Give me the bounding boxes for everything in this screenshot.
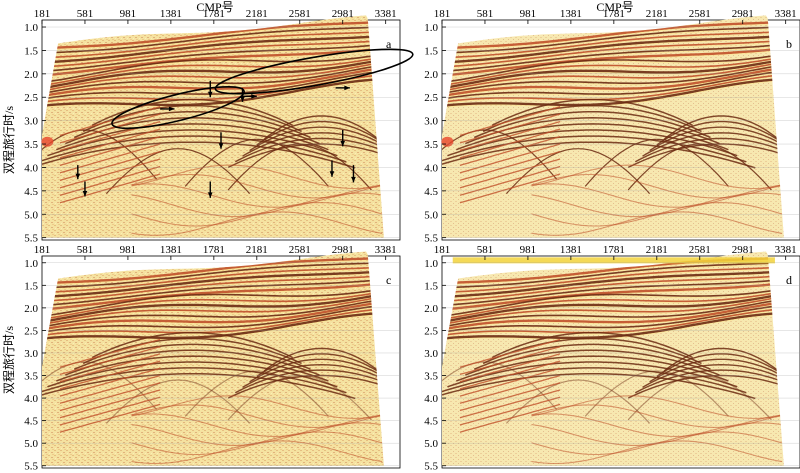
cmp-tick-label: 581 (477, 8, 494, 20)
time-tick-label: 2.0 (424, 69, 438, 81)
time-tick-label: 3.5 (424, 371, 438, 383)
cmp-tick-label: 2181 (646, 8, 668, 20)
cmp-tick-label: 3381 (775, 8, 797, 20)
time-tick-label: 4.0 (24, 393, 38, 405)
time-tick-label: 3.0 (424, 116, 438, 128)
time-tick-label: 1.0 (24, 258, 38, 270)
time-tick-label: 5.5 (24, 461, 38, 473)
time-tick-label: 1.0 (424, 22, 438, 34)
time-tick-label: 3.5 (424, 139, 438, 151)
cmp-tick-label: 181 (434, 8, 451, 20)
cmp-tick-label: 2981 (732, 8, 754, 20)
cmp-tick-label: 2581 (289, 244, 311, 256)
time-tick-label: 2.0 (24, 303, 38, 315)
seismic-panel-b: 1.0 1.5 2.0 2.5 3.0 3.5 4.0 4.5 5.0 5.5 181 581 981 1… (424, 8, 800, 245)
cmp-tick-label: 2581 (289, 8, 311, 20)
time-tick-label: 1.5 (24, 280, 38, 292)
time-tick-label: 3.0 (24, 116, 38, 128)
cmp-tick-label: 2981 (732, 244, 754, 256)
time-tick-label: 4.5 (24, 416, 38, 428)
cmp-tick-label: 2581 (689, 8, 711, 20)
cmp-tick-label: 3381 (775, 244, 797, 256)
cmp-tick-label: 1781 (603, 244, 625, 256)
panel-label: b (786, 37, 792, 51)
seismic-panel-a: 1.0 1.5 2.0 2.5 3.0 3.5 4.0 4.5 5.0 5.5 181 581 981 1… (24, 8, 414, 245)
cmp-tick-label: 1381 (160, 8, 182, 20)
seismic-panel-d: 1.0 1.5 2.0 2.5 3.0 3.5 4.0 4.5 5.0 5.5 181 581 981 1… (424, 244, 800, 473)
y-axis-title-bottom: 双程旅行时/s (1, 326, 16, 394)
cmp-tick-label: 3381 (375, 8, 397, 20)
y-axis-title-top: 双程旅行时/s (1, 106, 16, 174)
time-tick-label: 2.0 (424, 303, 438, 315)
time-tick-label: 2.5 (24, 325, 38, 337)
time-tick-label: 5.0 (24, 209, 38, 221)
cmp-tick-label: 2181 (246, 244, 268, 256)
cmp-tick-label: 2981 (332, 8, 354, 20)
time-tick-label: 4.5 (24, 186, 38, 198)
reflection-events (42, 20, 384, 236)
cmp-tick-label: 981 (120, 244, 137, 256)
cmp-tick-label: 981 (520, 244, 537, 256)
time-tick-label: 4.5 (424, 416, 438, 428)
cmp-tick-label: 1381 (160, 244, 182, 256)
cmp-tick-label: 181 (34, 244, 51, 256)
panel-label: a (386, 37, 392, 51)
time-tick-label: 5.5 (24, 233, 38, 245)
time-tick-label: 5.5 (424, 233, 438, 245)
annotations (75, 48, 414, 198)
cmp-tick-label: 2181 (646, 244, 668, 256)
cmp-tick-label: 1781 (203, 244, 225, 256)
panel-label: d (786, 273, 792, 287)
cmp-tick-label: 581 (477, 244, 494, 256)
time-tick-label: 1.5 (24, 45, 38, 57)
cmp-tick-label: 181 (434, 244, 451, 256)
time-tick-label: 1.0 (424, 258, 438, 270)
time-tick-label: 5.0 (24, 438, 38, 450)
reflection-events (442, 20, 784, 236)
x-axis-title-right: CMP号 (596, 0, 633, 14)
panel-label: c (386, 273, 391, 287)
cmp-tick-label: 2181 (246, 8, 268, 20)
time-tick-label: 5.0 (424, 209, 438, 221)
cmp-tick-label: 1381 (560, 244, 582, 256)
time-tick-label: 3.5 (24, 371, 38, 383)
cmp-tick-label: 981 (520, 8, 537, 20)
time-tick-label: 3.0 (424, 348, 438, 360)
time-tick-label: 3.5 (24, 139, 38, 151)
time-tick-label: 4.0 (24, 162, 38, 174)
time-tick-label: 3.0 (24, 348, 38, 360)
time-tick-label: 1.5 (424, 280, 438, 292)
cmp-tick-label: 581 (77, 8, 94, 20)
cmp-tick-label: 981 (120, 8, 137, 20)
x-axis-title-left: CMP号 (196, 0, 233, 14)
cmp-tick-label: 181 (34, 8, 51, 20)
time-tick-label: 4.5 (424, 186, 438, 198)
seismic-panel-c: 1.0 1.5 2.0 2.5 3.0 3.5 4.0 4.5 5.0 5.5 181 581 981 1… (24, 244, 401, 473)
cmp-tick-label: 2581 (689, 244, 711, 256)
time-tick-label: 2.5 (424, 325, 438, 337)
time-tick-label: 2.5 (24, 92, 38, 104)
cmp-tick-label: 1781 (603, 8, 625, 20)
time-tick-label: 1.0 (24, 22, 38, 34)
cmp-tick-label: 2981 (332, 244, 354, 256)
time-tick-label: 2.5 (424, 92, 438, 104)
time-tick-label: 2.0 (24, 69, 38, 81)
time-tick-label: 4.0 (424, 393, 438, 405)
reflection-events (42, 256, 384, 465)
time-tick-label: 5.0 (424, 438, 438, 450)
cmp-tick-label: 1781 (203, 8, 225, 20)
cmp-tick-label: 3381 (375, 244, 397, 256)
time-tick-label: 4.0 (424, 162, 438, 174)
cmp-tick-label: 581 (77, 244, 94, 256)
time-tick-label: 1.5 (424, 45, 438, 57)
time-tick-label: 5.5 (424, 461, 438, 473)
cmp-tick-label: 1381 (560, 8, 582, 20)
